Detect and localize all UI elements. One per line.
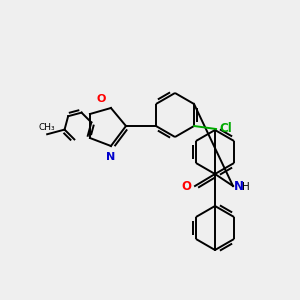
Text: N: N: [234, 181, 244, 194]
Text: O: O: [181, 181, 191, 194]
Text: N: N: [106, 152, 116, 162]
Text: O: O: [97, 94, 106, 104]
Text: CH₃: CH₃: [39, 123, 56, 132]
Text: H: H: [242, 182, 250, 192]
Text: Cl: Cl: [219, 122, 232, 136]
